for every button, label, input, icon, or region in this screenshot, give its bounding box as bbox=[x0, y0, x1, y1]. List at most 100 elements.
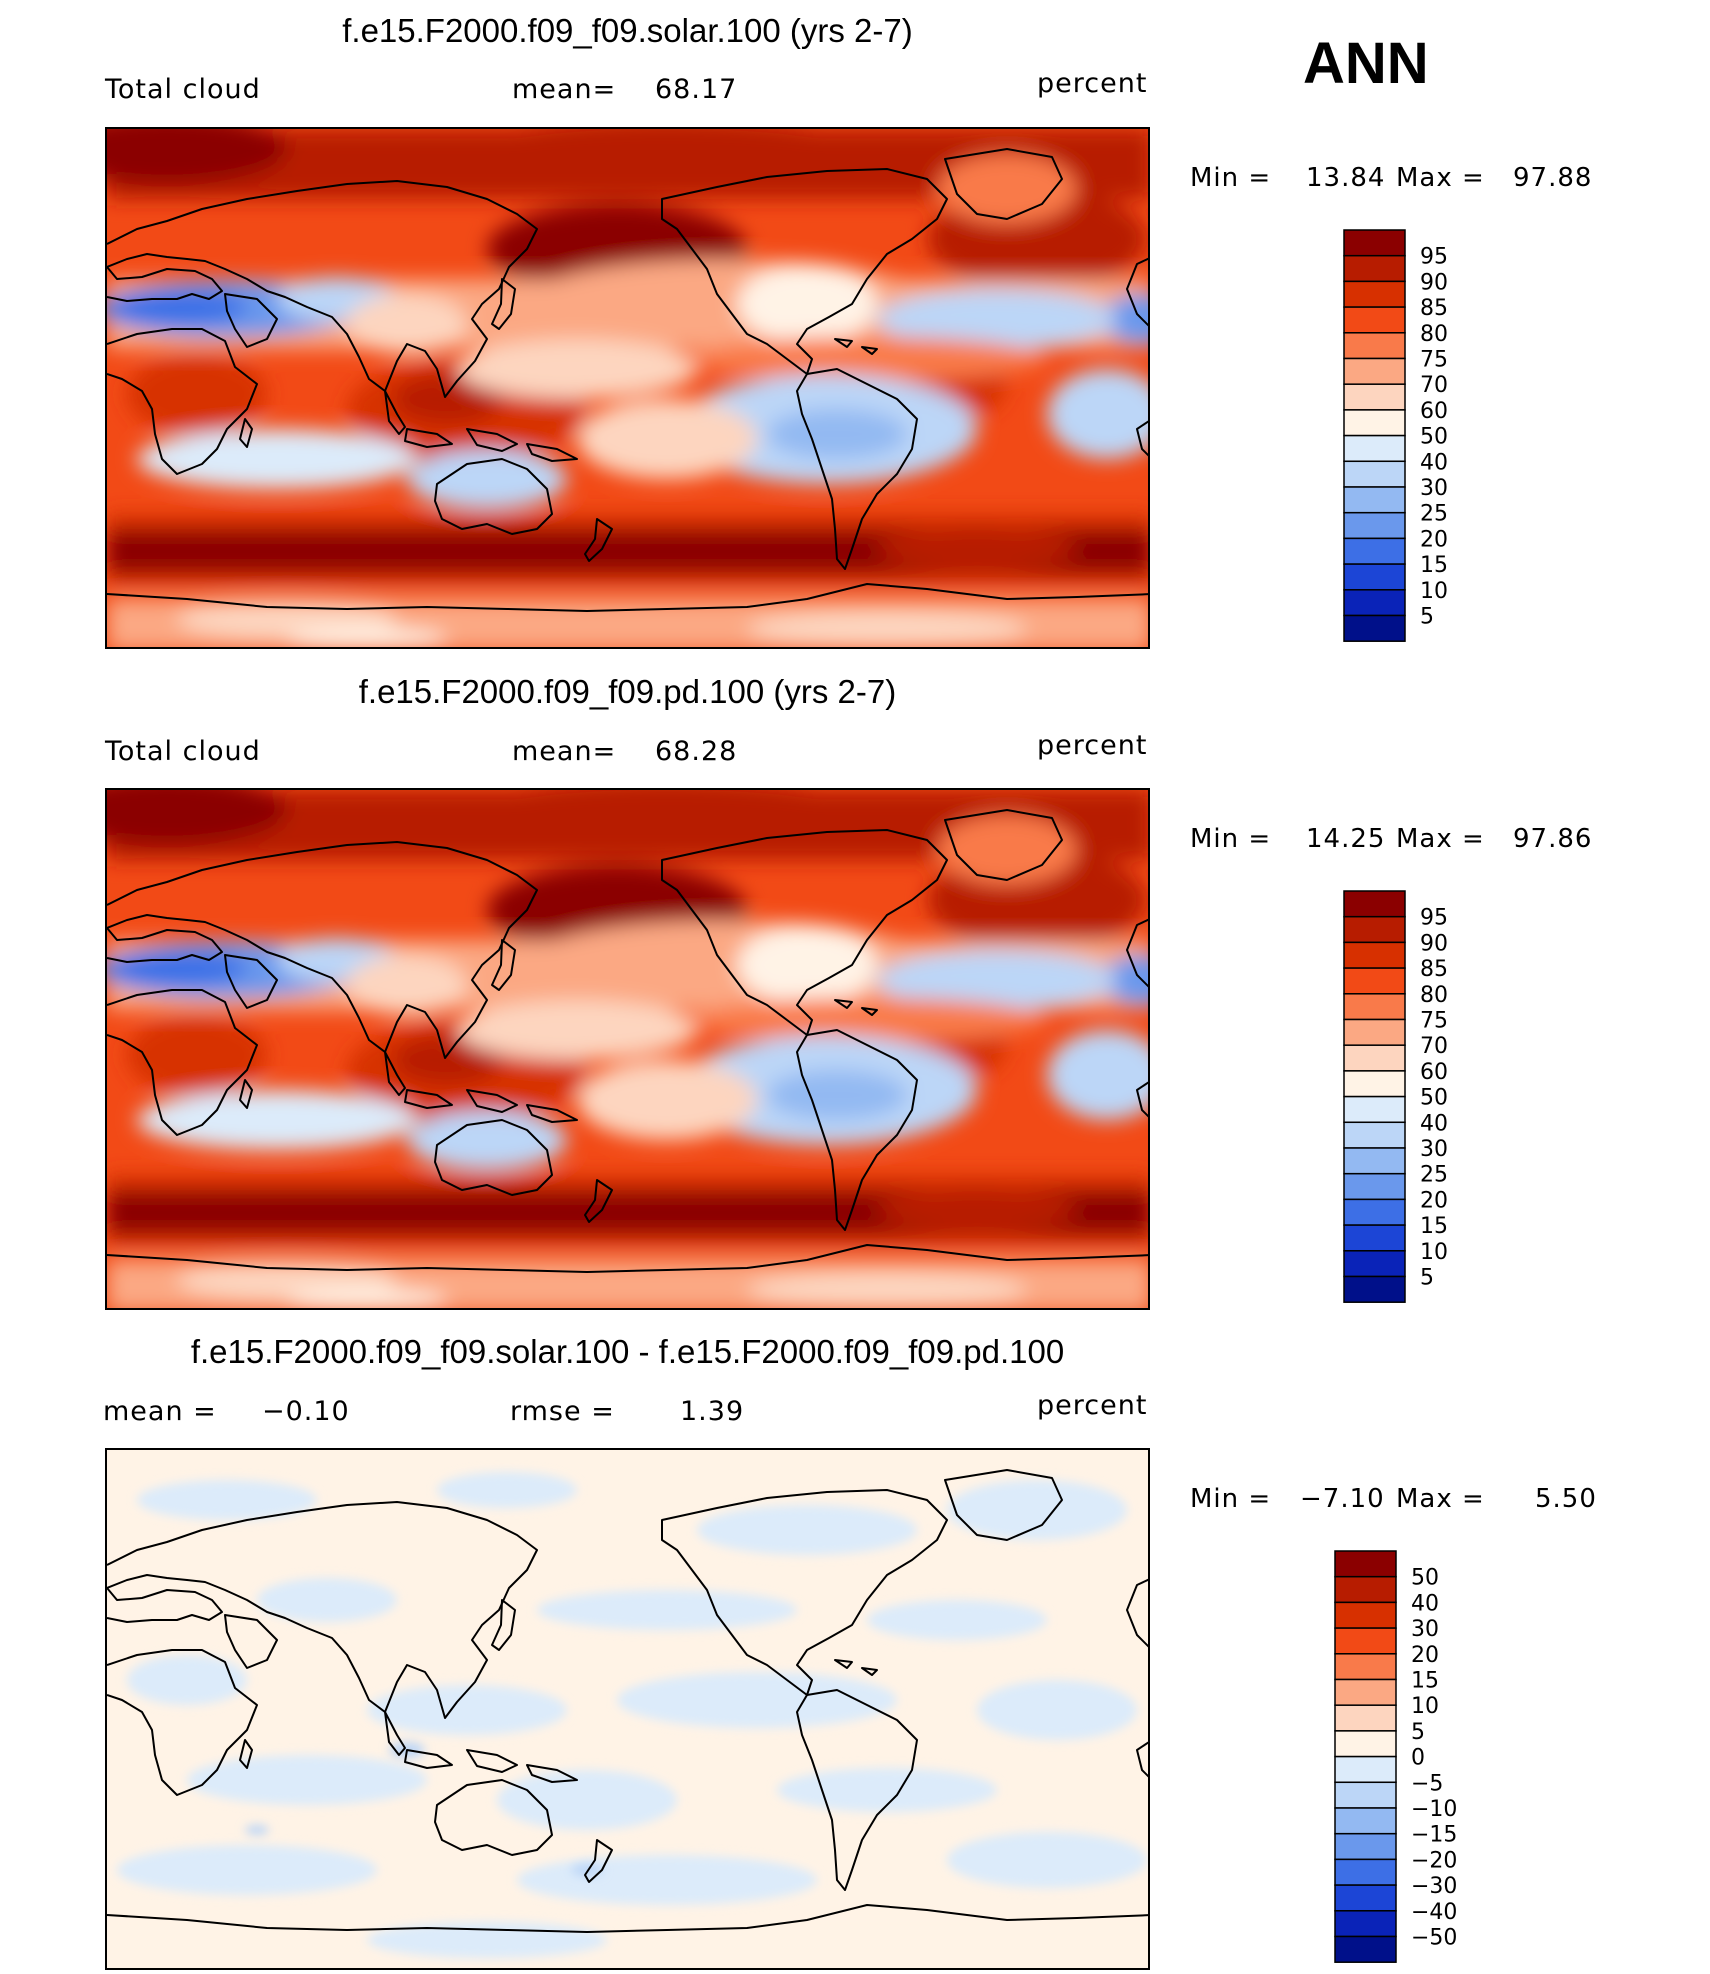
colorbar-tick-label: 80 bbox=[1420, 983, 1448, 1008]
colorbar-swatch bbox=[1334, 1704, 1397, 1732]
colorbar-swatch bbox=[1343, 1172, 1406, 1201]
colorbar-tick-label: 70 bbox=[1420, 373, 1448, 398]
colorbar-swatch bbox=[1343, 383, 1406, 411]
colorbar-tick-label: 0 bbox=[1411, 1746, 1425, 1771]
colorbar-tick-label: 90 bbox=[1420, 931, 1448, 956]
colorbar-swatch bbox=[1343, 915, 1406, 944]
colorbar-swatch bbox=[1343, 357, 1406, 385]
colorbar-swatch bbox=[1334, 1755, 1397, 1784]
colorbar-tick-label: 25 bbox=[1420, 1163, 1448, 1188]
colorbar-tick-label: 95 bbox=[1420, 906, 1448, 931]
colorbar-swatch bbox=[1343, 511, 1406, 540]
colorbar-swatch bbox=[1343, 614, 1406, 642]
colorbar-tick-label: 70 bbox=[1420, 1034, 1448, 1059]
colorbar-tick-label: 50 bbox=[1411, 1566, 1439, 1591]
colorbar-tick-label: 5 bbox=[1411, 1720, 1425, 1745]
colorbar-swatch bbox=[1334, 1678, 1397, 1706]
colorbar-swatch bbox=[1343, 941, 1406, 969]
colorbar-swatch bbox=[1343, 486, 1406, 514]
colorbar-tick-label: −10 bbox=[1411, 1797, 1457, 1822]
colorbar-swatch bbox=[1334, 1935, 1397, 1963]
panel2-mean-label: mean= bbox=[512, 736, 617, 767]
colorbar-tick-label: 10 bbox=[1420, 1240, 1448, 1265]
colorbar-tick-label: 15 bbox=[1411, 1669, 1439, 1694]
colorbar-swatch bbox=[1343, 1275, 1406, 1303]
panel3-mean-label: mean = bbox=[103, 1396, 217, 1427]
colorbar-swatch bbox=[1343, 280, 1406, 308]
colorbar-swatch bbox=[1343, 409, 1406, 437]
colorbar-tick-label: 60 bbox=[1420, 1060, 1448, 1085]
panel1-min-value: 13.84 bbox=[1306, 163, 1386, 193]
colorbar-tick-label: 75 bbox=[1420, 348, 1448, 373]
colorbar-tick-label: 40 bbox=[1420, 1111, 1448, 1136]
colorbar-swatch bbox=[1343, 434, 1406, 463]
colorbar-swatch bbox=[1343, 229, 1406, 257]
colorbar-tick-label: 80 bbox=[1420, 322, 1448, 347]
colorbar-tick-label: −30 bbox=[1411, 1874, 1457, 1899]
colorbar-swatch bbox=[1343, 589, 1406, 617]
colorbar-swatch bbox=[1343, 460, 1406, 488]
panel1-mean-label: mean= bbox=[512, 74, 617, 105]
colorbar-tick-label: −20 bbox=[1411, 1848, 1457, 1873]
colorbar-tick-label: 40 bbox=[1411, 1591, 1439, 1616]
panel3-units-label: percent bbox=[1037, 1390, 1148, 1421]
colorbar-swatch bbox=[1343, 1250, 1406, 1278]
colorbar-tick-label: 75 bbox=[1420, 1009, 1448, 1034]
panel3-max-value: 5.50 bbox=[1535, 1484, 1597, 1514]
panel3-colorbar: 50 40 30 20 15 10 5 0 −5 −10 −15 −20 −30 −40 −50 bbox=[1334, 1550, 1534, 1966]
panel3-rmse-label: rmse = bbox=[510, 1396, 615, 1427]
panel1-mean-value: 68.17 bbox=[655, 74, 738, 105]
panel3-title: f.e15.F2000.f09_f09.solar.100 - f.e15.F2… bbox=[190, 1333, 1065, 1370]
colorbar-swatch bbox=[1343, 1224, 1406, 1252]
colorbar-swatch bbox=[1343, 1070, 1406, 1098]
colorbar-swatch bbox=[1343, 332, 1406, 360]
colorbar-swatch bbox=[1343, 306, 1406, 334]
colorbar-tick-label: 5 bbox=[1420, 605, 1434, 630]
colorbar-tick-label: 25 bbox=[1420, 502, 1448, 527]
colorbar-swatch bbox=[1334, 1653, 1397, 1681]
colorbar-swatch bbox=[1334, 1781, 1397, 1809]
colorbar-swatch bbox=[1334, 1807, 1397, 1835]
colorbar-tick-label: 10 bbox=[1411, 1694, 1439, 1719]
panel3-min-value: −7.10 bbox=[1300, 1484, 1385, 1514]
colorbar-tick-label: 20 bbox=[1420, 1188, 1448, 1213]
panel1-map bbox=[105, 127, 1150, 649]
season-label: ANN bbox=[1303, 31, 1429, 96]
colorbar-swatch bbox=[1334, 1575, 1397, 1604]
panel2-mean-value: 68.28 bbox=[655, 736, 738, 767]
panel2-max-value: 97.86 bbox=[1513, 824, 1593, 854]
colorbar-tick-label: 60 bbox=[1420, 399, 1448, 424]
panel1-variable-label: Total cloud bbox=[105, 74, 261, 105]
colorbar-swatch bbox=[1334, 1858, 1397, 1886]
colorbar-swatch bbox=[1334, 1884, 1397, 1912]
panel2-min-label: Min = bbox=[1190, 824, 1272, 854]
colorbar-tick-label: 85 bbox=[1420, 296, 1448, 321]
colorbar-tick-label: 30 bbox=[1411, 1617, 1439, 1642]
colorbar-swatch bbox=[1343, 1198, 1406, 1226]
colorbar-swatch bbox=[1343, 967, 1406, 995]
panel3-map bbox=[105, 1448, 1150, 1970]
colorbar-tick-label: −50 bbox=[1411, 1926, 1457, 1951]
colorbar-swatch bbox=[1334, 1730, 1397, 1758]
panel2-variable-label: Total cloud bbox=[105, 736, 261, 767]
colorbar-tick-label: −40 bbox=[1411, 1900, 1457, 1925]
colorbar-swatch bbox=[1334, 1627, 1397, 1655]
colorbar-tick-label: 50 bbox=[1420, 425, 1448, 450]
panel3-mean-value: −0.10 bbox=[262, 1396, 350, 1427]
colorbar-tick-label: 5 bbox=[1420, 1266, 1434, 1291]
panel1-max-label: Max = bbox=[1396, 163, 1485, 193]
colorbar-tick-label: 30 bbox=[1420, 476, 1448, 501]
colorbar-tick-label: 10 bbox=[1420, 579, 1448, 604]
colorbar-swatch bbox=[1343, 537, 1406, 565]
colorbar-tick-label: 90 bbox=[1420, 270, 1448, 295]
panel1-units-label: percent bbox=[1037, 68, 1148, 99]
colorbar-swatch bbox=[1334, 1601, 1397, 1629]
colorbar-swatch bbox=[1334, 1910, 1397, 1938]
panel1-max-value: 97.88 bbox=[1513, 163, 1593, 193]
colorbar-swatch bbox=[1343, 890, 1406, 918]
colorbar-swatch bbox=[1343, 1121, 1406, 1149]
colorbar-tick-label: 85 bbox=[1420, 957, 1448, 982]
colorbar-tick-label: 95 bbox=[1420, 245, 1448, 270]
